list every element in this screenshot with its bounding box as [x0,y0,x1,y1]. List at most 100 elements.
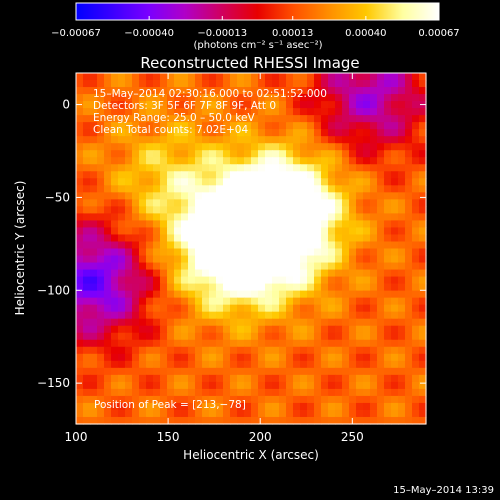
heatmap-cell [111,206,119,214]
heatmap-cell [160,353,168,362]
heatmap-cell [139,136,147,144]
heatmap-cell [356,136,364,144]
heatmap-cell [216,73,224,81]
heatmap-cell [118,353,126,362]
heatmap-cell [132,311,140,320]
heatmap-cell [83,276,91,285]
heatmap-cell [398,108,406,116]
heatmap-cell [90,346,98,355]
heatmap-cell [370,115,378,123]
heatmap-cell [405,311,413,320]
heatmap-cell [188,241,196,250]
heatmap-cell [335,241,343,250]
heatmap-cell [349,122,357,130]
heatmap-cell [244,220,252,229]
heatmap-cell [104,311,112,320]
heatmap-cell [398,157,406,165]
heatmap-cell [286,199,294,207]
heatmap-cell [181,416,189,425]
heatmap-cell [321,94,329,102]
heatmap-cell [118,325,126,334]
heatmap-cell [405,304,413,313]
heatmap-cell [97,283,105,292]
heatmap-cell [377,353,385,362]
colorbar-tick-label: 0.00013 [272,28,313,39]
heatmap-cell [139,108,147,116]
heatmap-cell [202,332,210,341]
heatmap-cell [83,374,91,383]
heatmap-cell [104,115,112,123]
heatmap-cell [356,262,364,271]
heatmap-cell [363,402,371,411]
heatmap-cell [328,255,336,264]
heatmap-cell [160,381,168,390]
heatmap-cell [314,353,322,362]
heatmap-cell [412,157,420,165]
heatmap-cell [342,283,350,292]
heatmap-cell [90,80,98,88]
heatmap-cell [356,87,364,95]
heatmap-cell [202,73,210,81]
heatmap-cell [335,192,343,200]
heatmap-cell [293,318,301,327]
heatmap-cell [328,353,336,362]
heatmap-cell [188,255,196,264]
heatmap-cell [237,164,245,172]
heatmap-cell [237,73,245,81]
heatmap-cell [188,353,196,362]
heatmap-cell [363,360,371,369]
heatmap-cell [272,332,280,341]
heatmap-cell [83,94,91,102]
heatmap-cell [286,122,294,130]
heatmap-cell [349,234,357,243]
heatmap-cell [216,339,224,348]
heatmap-cell [153,213,161,222]
heatmap-cell [146,255,154,264]
heatmap-cell [314,87,322,95]
heatmap-cell [307,94,315,102]
heatmap-cell [293,206,301,214]
heatmap-cell [419,374,427,383]
heatmap-cell [412,178,420,186]
heatmap-cell [111,220,119,229]
heatmap-cell [202,234,210,243]
heatmap-cell [76,339,84,348]
heatmap-cell [258,290,266,299]
heatmap-cell [286,388,294,397]
heatmap-cell [307,339,315,348]
heatmap-cell [174,262,182,271]
heatmap-cell [181,395,189,404]
heatmap-cell [195,171,203,179]
heatmap-cell [181,402,189,411]
heatmap-cell [307,332,315,341]
heatmap-cell [90,332,98,341]
heatmap-cell [265,388,273,397]
heatmap-cell [223,213,231,222]
heatmap-cell [258,339,266,348]
heatmap-cell [300,122,308,130]
heatmap-cell [188,150,196,158]
heatmap-cell [384,248,392,257]
heatmap-cell [195,206,203,214]
heatmap-cell [405,248,413,257]
heatmap-cell [314,73,322,81]
heatmap-cell [412,129,420,137]
heatmap-cell [83,297,91,306]
heatmap-cell [223,234,231,243]
x-tick-label: 100 [65,430,88,444]
heatmap-cell [230,143,238,151]
heatmap-cell [153,108,161,116]
heatmap-cell [286,241,294,250]
heatmap-cell [216,122,224,130]
heatmap-cell [419,346,427,355]
heatmap-cell [153,311,161,320]
heatmap-cell [363,325,371,334]
heatmap-cell [377,157,385,165]
heatmap-cell [335,311,343,320]
heatmap-cell [146,213,154,222]
heatmap-cell [230,332,238,341]
heatmap-cell [223,290,231,299]
heatmap-cell [265,339,273,348]
heatmap-cell [356,360,364,369]
heatmap-cell [97,185,105,193]
